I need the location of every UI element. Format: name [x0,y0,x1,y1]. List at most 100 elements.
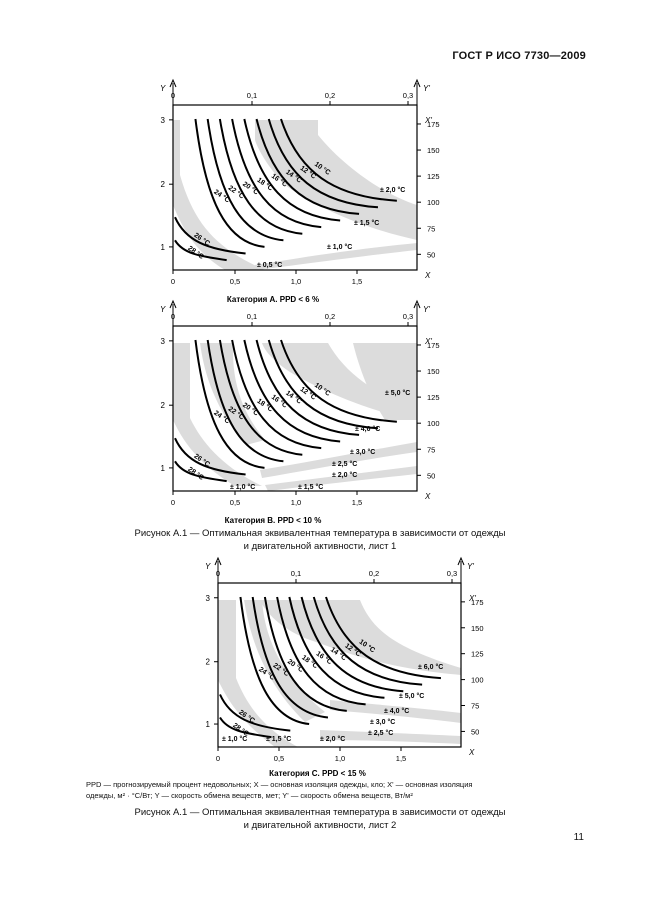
comfort-curve [174,216,246,255]
comfort-curve [325,596,442,680]
tolerance-label: ± 6,0 °C [418,663,443,671]
comfort-curve [231,118,322,229]
comfort-curve [206,118,284,242]
y-axis-label: Y [160,84,166,93]
tolerance-label: ± 2,5 °C [332,460,357,468]
bottom-tick-label: 0,5 [274,754,284,763]
bottom-tick-label: 0 [171,277,175,286]
comfort-curve [174,437,246,476]
comfort-curve [312,596,423,686]
x-prime-axis-label: X' [468,594,476,603]
document-header: ГОСТ Р ИСО 7730—2009 [452,50,586,62]
comfort-curve [219,716,272,739]
right-tick-label: 175 [427,120,440,129]
comfort-curve [194,339,265,469]
y-axis-arrowhead [169,299,177,309]
tolerance-label: ± 3,0 °C [350,448,375,456]
comfort-curve [263,596,347,712]
left-tick-label: 1 [161,464,166,473]
y-axis-arrowhead [214,556,222,566]
chart-0-group: 123507510012515017500,51,01,500,10,20,3Y… [160,78,440,304]
category-label: Категория A. PPD < 6 % [227,295,319,304]
tolerance-label: ± 4,0 °C [355,425,380,433]
comfort-curve [288,596,385,699]
legend-line-2: одежды, м² · °C/Вт; Y — скорость обмена … [86,790,413,800]
bottom-tick-label: 0,5 [230,277,240,286]
comfort-curve [218,339,303,456]
bottom-tick-label: 0 [216,754,220,763]
bottom-tick-label: 0 [171,498,175,507]
y-axis-label: Y [160,305,166,314]
page-number: 11 [573,832,584,843]
plot-frame [172,104,418,271]
tolerance-label: ± 1,0 °C [222,735,247,743]
right-tick-label: 75 [427,224,435,233]
tolerance-label: ± 2,0 °C [320,735,345,743]
x-prime-axis-label: X' [424,337,432,346]
top-tick-label: 0,1 [247,91,257,100]
caption-sheet-1-line-1: Рисунок А.1 — Оптимальная эквивалентная … [134,528,506,539]
right-tick-label: 100 [471,676,484,685]
bottom-tick-label: 1,0 [291,277,301,286]
y-prime-axis-arrowhead [413,299,421,309]
tolerance-label: ± 1,5 °C [266,735,291,743]
tolerance-label: ± 2,0 °C [380,186,405,194]
top-tick-label: 0,1 [247,312,257,321]
legend-text: PPD — прогнозируемый процент недовольных… [86,780,560,801]
comfort-curve [231,339,322,450]
comfort-curve [174,460,227,483]
bottom-tick-label: 1,5 [396,754,406,763]
tolerance-band-4 [320,730,461,744]
top-tick-label: 0,2 [325,312,335,321]
caption-sheet-2-line-1: Рисунок А.1 — Оптимальная эквивалентная … [134,807,506,818]
right-tick-label: 75 [427,445,435,454]
tolerance-band-2 [255,243,417,270]
right-tick-label: 50 [471,727,479,736]
left-tick-label: 3 [161,337,166,346]
left-tick-label: 2 [161,401,166,410]
chart-1-group: 123507510012515017500,51,01,500,10,20,3Y… [160,299,440,525]
tolerance-label: ± 2,0 °C [332,471,357,479]
tolerance-band-5 [265,466,417,491]
comfort-curve [267,118,379,209]
x-axis-label: X [468,748,475,757]
left-tick-label: 2 [161,180,166,189]
tolerance-band-2 [260,600,461,675]
comfort-curve [280,339,397,423]
comfort-curve [251,596,329,719]
y-axis-label: Y [205,562,211,571]
category-label: Категория C. PPD < 15 % [269,769,366,778]
tolerance-band-1 [244,600,325,722]
right-tick-label: 50 [427,471,435,480]
comfort-curve [243,118,341,222]
tolerance-band-3 [330,700,461,723]
comfort-curve [219,694,291,732]
x-axis-label: X [424,271,431,280]
comfort-curve [218,118,303,235]
right-tick-label: 175 [427,341,440,350]
chart-2-group: 123507510012515017500,51,01,500,10,20,3Y… [205,556,484,778]
right-tick-label: 150 [471,624,484,633]
tolerance-band-3 [353,343,417,420]
x-prime-axis-label: X' [424,116,432,125]
left-tick-label: 3 [206,594,211,603]
comfort-curve [255,118,360,215]
legend-line-1: PPD — прогнозируемый процент недовольных… [86,780,473,789]
tolerance-band-4 [260,442,417,478]
right-tick-label: 175 [471,598,484,607]
right-tick-label: 150 [427,146,440,155]
comfort-curve [243,339,341,443]
top-tick-label: 0,3 [403,312,413,321]
right-tick-label: 100 [427,419,440,428]
comfort-curve [267,339,379,430]
tolerance-label: ± 2,5 °C [368,729,393,737]
top-tick-label: 0,3 [447,569,457,578]
tolerance-label: ± 1,5 °C [354,219,379,227]
right-tick-label: 125 [471,650,484,659]
comfort-curve [206,339,284,463]
top-tick-label: 0,2 [369,569,379,578]
caption-sheet-1: Рисунок А.1 — Оптимальная эквивалентная … [60,527,580,553]
